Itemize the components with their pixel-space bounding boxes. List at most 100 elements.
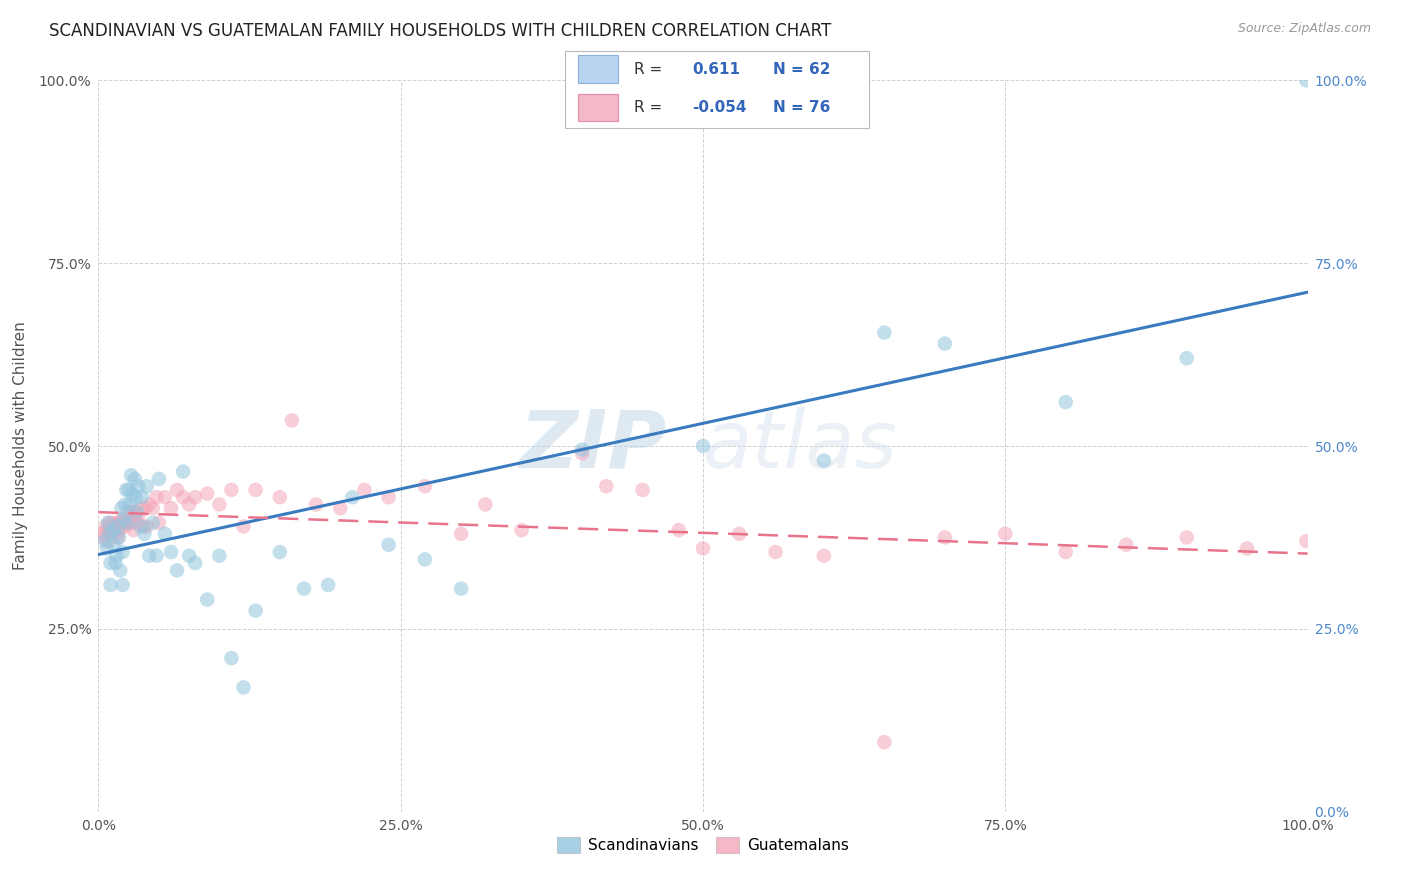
Point — [135, 479, 157, 493]
Point — [101, 523, 124, 537]
Point — [93, 534, 115, 549]
Point — [108, 530, 131, 544]
Point — [148, 472, 170, 486]
Point — [135, 501, 157, 516]
Point — [184, 556, 207, 570]
Point — [195, 486, 218, 500]
Point — [103, 538, 125, 552]
Point — [97, 516, 120, 530]
Point — [873, 735, 896, 749]
Point — [232, 681, 254, 695]
Point — [813, 549, 835, 563]
Point — [179, 498, 201, 512]
Point — [124, 508, 146, 523]
Point — [104, 556, 127, 570]
Point — [94, 519, 117, 533]
Text: N = 76: N = 76 — [773, 100, 830, 115]
Point — [232, 519, 254, 533]
Point — [377, 538, 399, 552]
Text: Source: ZipAtlas.com: Source: ZipAtlas.com — [1237, 22, 1371, 36]
Point — [121, 505, 143, 519]
Point — [166, 483, 188, 497]
Point — [127, 479, 149, 493]
Point — [145, 490, 167, 504]
Point — [269, 545, 291, 559]
Point — [1115, 538, 1137, 552]
Point — [118, 516, 141, 530]
Point — [100, 578, 122, 592]
Point — [105, 526, 128, 541]
Point — [631, 483, 654, 497]
Point — [728, 526, 751, 541]
Text: -0.054: -0.054 — [692, 100, 747, 115]
Point — [269, 490, 291, 504]
Point — [120, 508, 142, 523]
Point — [873, 326, 896, 340]
Point — [110, 501, 132, 516]
Point — [692, 541, 714, 556]
FancyBboxPatch shape — [578, 55, 619, 83]
Point — [571, 442, 593, 457]
Point — [450, 582, 472, 596]
Point — [221, 651, 243, 665]
Text: R =: R = — [634, 100, 662, 115]
Point — [413, 552, 436, 566]
Point — [208, 498, 231, 512]
Point — [103, 519, 125, 533]
Point — [112, 512, 135, 526]
Point — [377, 490, 399, 504]
Point — [1175, 530, 1198, 544]
Point — [179, 549, 201, 563]
Point — [1175, 351, 1198, 366]
Point — [153, 490, 176, 504]
Point — [112, 516, 135, 530]
Point — [111, 545, 134, 559]
Point — [160, 501, 183, 516]
Point — [305, 498, 328, 512]
Point — [138, 498, 160, 512]
Point — [110, 519, 132, 533]
Point — [100, 523, 122, 537]
Point — [153, 526, 176, 541]
Point — [101, 516, 124, 530]
Point — [120, 468, 142, 483]
Point — [148, 516, 170, 530]
Point — [160, 545, 183, 559]
Point — [166, 563, 188, 577]
Point — [121, 486, 143, 500]
Point — [934, 530, 956, 544]
Point — [292, 582, 315, 596]
Point — [125, 490, 148, 504]
Point — [142, 501, 165, 516]
Point — [127, 508, 149, 523]
Point — [108, 523, 131, 537]
Point — [129, 501, 152, 516]
Text: R =: R = — [634, 62, 662, 77]
Point — [934, 336, 956, 351]
Point — [124, 472, 146, 486]
Point — [353, 483, 375, 497]
Point — [245, 483, 267, 497]
Point — [111, 578, 134, 592]
Point — [342, 490, 364, 504]
Point — [129, 519, 152, 533]
Text: atlas: atlas — [703, 407, 898, 485]
Point — [138, 549, 160, 563]
Point — [98, 526, 121, 541]
Point — [100, 526, 122, 541]
Point — [114, 498, 136, 512]
Point — [127, 516, 149, 530]
Point — [105, 549, 128, 563]
Point — [281, 413, 304, 427]
Point — [108, 563, 131, 577]
Point — [96, 523, 118, 537]
Point — [117, 516, 139, 530]
Point — [571, 446, 593, 460]
Point — [118, 498, 141, 512]
Point — [96, 541, 118, 556]
Point — [142, 516, 165, 530]
Point — [91, 526, 114, 541]
Point — [118, 516, 141, 530]
Text: SCANDINAVIAN VS GUATEMALAN FAMILY HOUSEHOLDS WITH CHILDREN CORRELATION CHART: SCANDINAVIAN VS GUATEMALAN FAMILY HOUSEH… — [49, 22, 831, 40]
Point — [1295, 534, 1317, 549]
